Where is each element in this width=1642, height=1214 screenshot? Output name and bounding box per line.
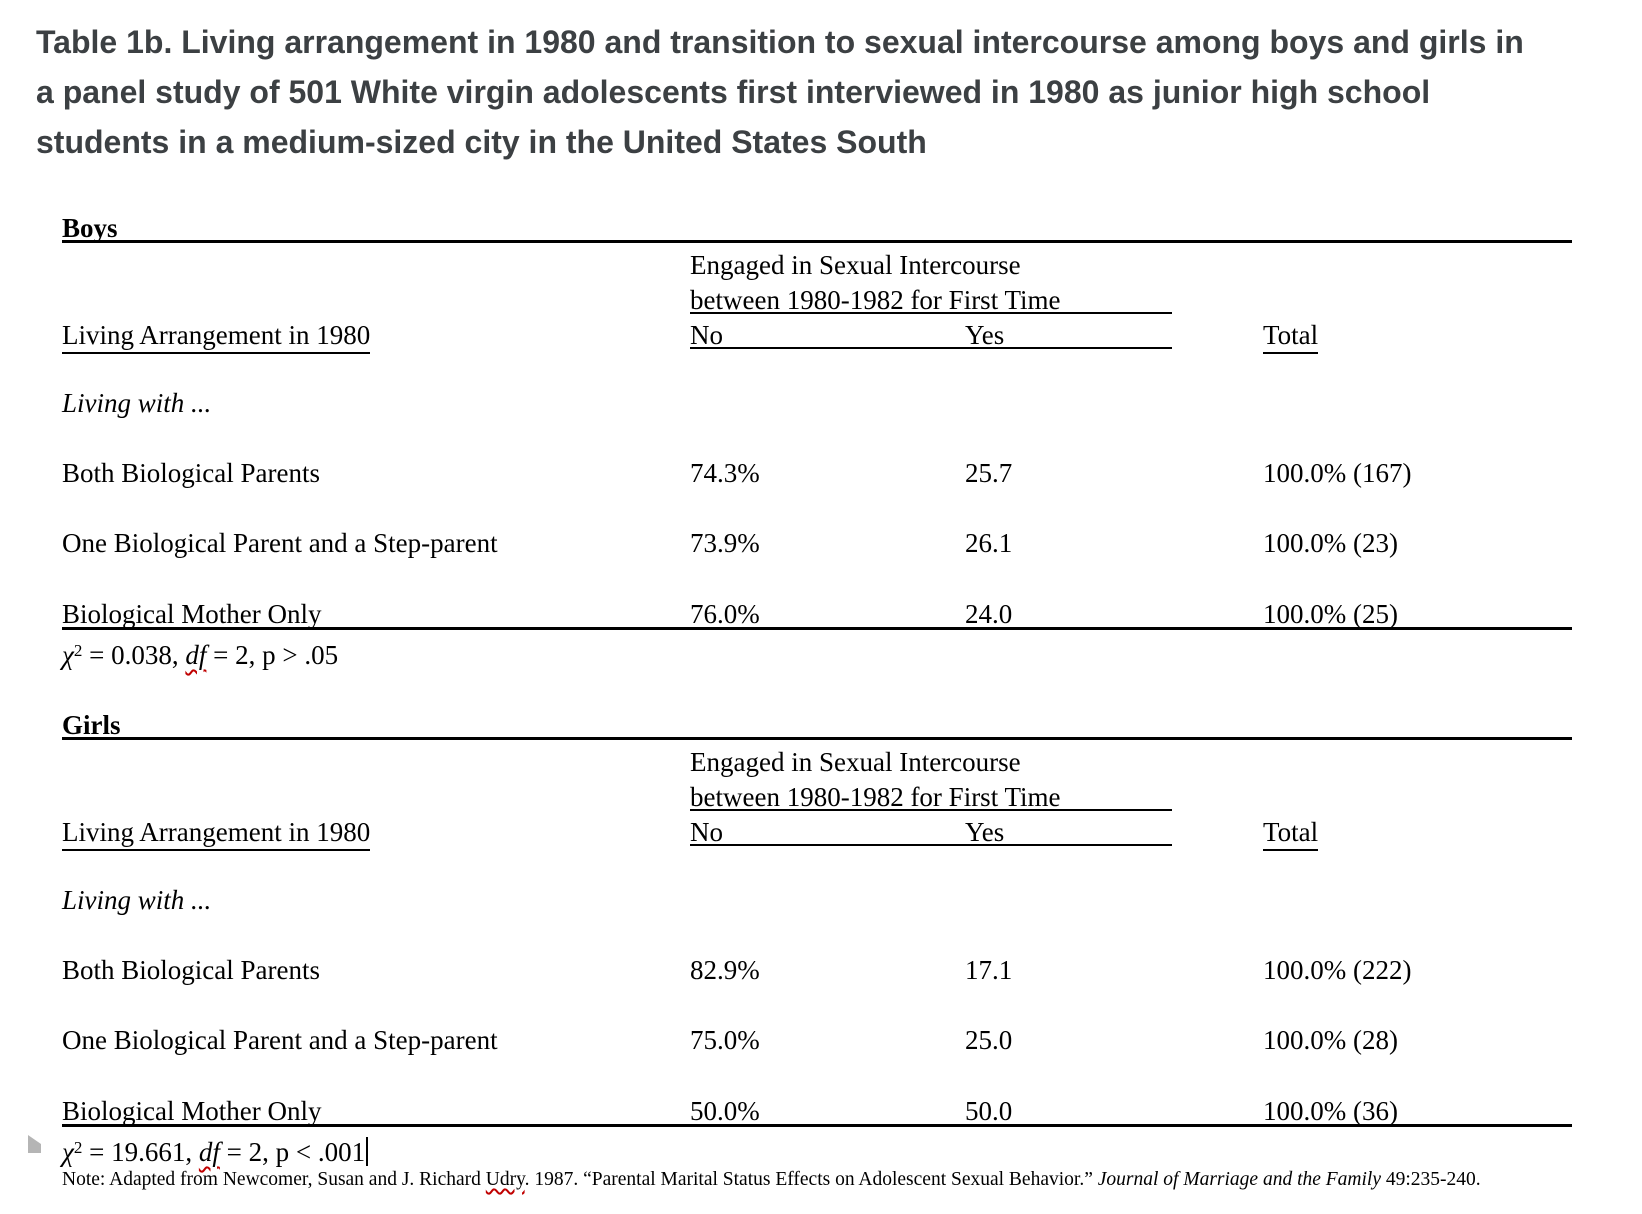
girls-row3-yes: 50.0 <box>965 1096 1013 1126</box>
boys-column-header-total-text: Total <box>1263 320 1319 354</box>
girls-row3-label: Biological Mother Only <box>62 1096 322 1126</box>
boys-row1-total: 100.0% (167) <box>1263 458 1412 488</box>
chi-symbol: χ <box>62 1137 74 1167</box>
boys-row3-total: 100.0% (25) <box>1263 599 1398 629</box>
girls-row2-label: One Biological Parent and a Step-parent <box>62 1025 498 1055</box>
boys-column-header-yes: Yes <box>965 320 1005 350</box>
boys-row-header-text: Living Arrangement in 1980 <box>62 320 371 354</box>
girls-column-header-no: No <box>690 817 723 847</box>
table-title-line-3: students in a medium-sized city in the U… <box>36 124 927 160</box>
cursor-pointer-icon <box>28 1135 41 1153</box>
boys-row-header: Living Arrangement in 1980 <box>62 320 371 354</box>
girls-chi-square-note: χ2 = 19.661, df = 2, p < .001 <box>62 1133 369 1167</box>
boys-row3-label: Biological Mother Only <box>62 599 322 629</box>
boys-column-group-header-line1: Engaged in Sexual Intercourse <box>690 250 1021 280</box>
girls-column-group-rule <box>690 809 1172 811</box>
girls-row2-no: 75.0% <box>690 1025 760 1055</box>
boys-row2-label: One Biological Parent and a Step-parent <box>62 528 498 558</box>
boys-heading-rule <box>62 240 1572 243</box>
boys-row3-no: 76.0% <box>690 599 760 629</box>
boys-column-group-rule <box>690 312 1172 314</box>
girls-row1-total: 100.0% (222) <box>1263 955 1412 985</box>
girls-row-header: Living Arrangement in 1980 <box>62 817 371 851</box>
text-insertion-caret <box>366 1137 369 1166</box>
girls-section: Girls Engaged in Sexual Intercourse betw… <box>0 710 1642 1180</box>
girls-section-heading: Girls <box>62 710 121 740</box>
girls-group-label: Living with ... <box>62 885 212 915</box>
note-suffix: 49:235-240. <box>1381 1169 1481 1190</box>
boys-table-bottom-rule <box>62 627 1572 630</box>
table-title-line-1: Table 1b. Living arrangement in 1980 and… <box>36 24 1524 60</box>
table-title-line-2: a panel study of 501 White virgin adoles… <box>36 74 1431 110</box>
boys-column-header-total: Total <box>1263 320 1319 354</box>
girls-row3-no: 50.0% <box>690 1096 760 1126</box>
girls-row2-total: 100.0% (28) <box>1263 1025 1398 1055</box>
girls-table-bottom-rule <box>62 1124 1572 1127</box>
boys-row2-no: 73.9% <box>690 528 760 558</box>
chi-p-value: = 2, p > .05 <box>206 640 339 670</box>
boys-column-header-no: No <box>690 320 723 350</box>
note-misspelled-word: Udry <box>485 1169 525 1190</box>
boys-row2-yes: 26.1 <box>965 528 1013 558</box>
boys-row3-yes: 24.0 <box>965 599 1013 629</box>
chi-symbol: χ <box>62 640 74 670</box>
girls-column-header-total-text: Total <box>1263 817 1319 851</box>
girls-column-group-header-line1: Engaged in Sexual Intercourse <box>690 747 1021 777</box>
girls-row1-label: Both Biological Parents <box>62 955 320 985</box>
girls-row3-total: 100.0% (36) <box>1263 1096 1398 1126</box>
chi-stat-value: = 0.038, <box>82 640 186 670</box>
girls-row2-yes: 25.0 <box>965 1025 1013 1055</box>
girls-no-yes-rule <box>690 844 1172 846</box>
boys-chi-square-note: χ2 = 0.038, df = 2, p > .05 <box>62 636 338 670</box>
df-label: df <box>185 640 207 670</box>
girls-column-group-header-line2: between 1980-1982 for First Time <box>690 782 1061 812</box>
girls-row1-no: 82.9% <box>690 955 760 985</box>
boys-row1-no: 74.3% <box>690 458 760 488</box>
boys-section: Boys Engaged in Sexual Intercourse betwe… <box>0 213 1642 683</box>
girls-column-header-total: Total <box>1263 817 1319 851</box>
boys-column-group-header-line2: between 1980-1982 for First Time <box>690 285 1061 315</box>
chi-superscript: 2 <box>73 1138 83 1157</box>
note-prefix: Note: Adapted from Newcomer, Susan and J… <box>62 1169 486 1190</box>
note-journal-title: Journal of Marriage and the Family <box>1097 1169 1382 1190</box>
df-label: df <box>198 1137 220 1167</box>
note-middle: . 1987. “Parental Marital Status Effects… <box>524 1169 1098 1190</box>
boys-row2-total: 100.0% (23) <box>1263 528 1398 558</box>
chi-superscript: 2 <box>73 641 83 660</box>
girls-column-header-yes: Yes <box>965 817 1005 847</box>
chi-p-value: = 2, p < .001 <box>219 1137 366 1167</box>
boys-no-yes-rule <box>690 347 1172 349</box>
boys-row1-label: Both Biological Parents <box>62 458 320 488</box>
girls-heading-rule <box>62 737 1572 740</box>
girls-row-header-text: Living Arrangement in 1980 <box>62 817 371 851</box>
chi-stat-value: = 19.661, <box>82 1137 199 1167</box>
source-note: Note: Adapted from Newcomer, Susan and J… <box>62 1168 1602 1192</box>
girls-row1-yes: 17.1 <box>965 955 1013 985</box>
boys-section-heading: Boys <box>62 213 118 243</box>
boys-group-label: Living with ... <box>62 388 212 418</box>
boys-row1-yes: 25.7 <box>965 458 1013 488</box>
